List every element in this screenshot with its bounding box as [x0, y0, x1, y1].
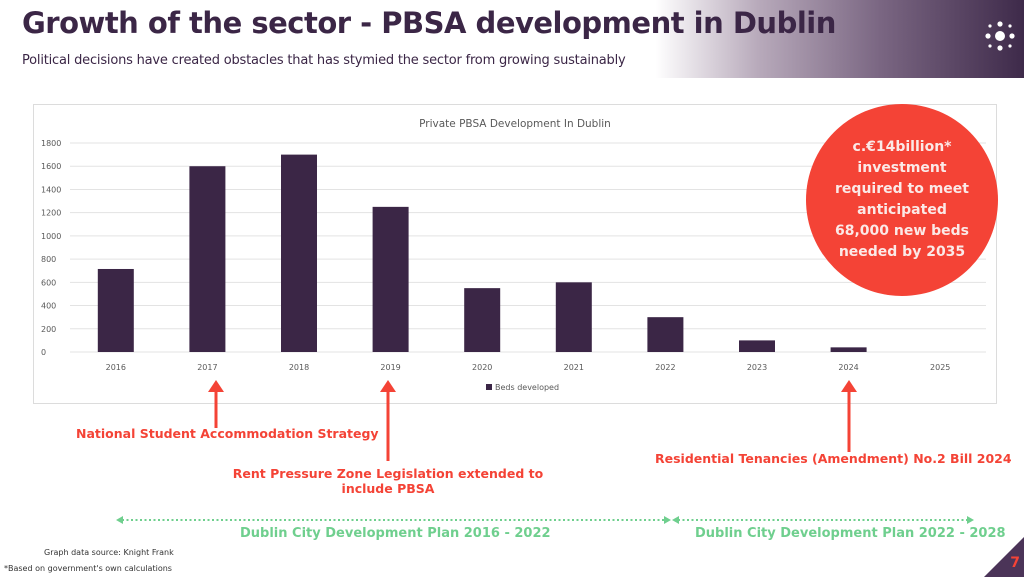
y-tick-label: 1200 [41, 209, 61, 218]
x-tick-label: 2025 [930, 363, 950, 372]
x-tick-label: 2024 [838, 363, 858, 372]
bar-2019 [372, 206, 409, 352]
x-tick-label: 2018 [289, 363, 309, 372]
y-tick-label: 600 [41, 278, 56, 287]
bar-2021 [555, 282, 592, 352]
investment-callout: c.€14billion* investment required to mee… [806, 104, 998, 296]
y-tick-label: 1600 [41, 162, 61, 171]
annotation-residential-tenancies: Residential Tenancies (Amendment) No.2 B… [655, 451, 1012, 466]
bar-2016 [97, 268, 134, 352]
page-number: 7 [1010, 555, 1020, 571]
page-title: Growth of the sector - PBSA development … [22, 6, 836, 40]
page-corner [984, 537, 1024, 577]
y-tick-label: 400 [41, 302, 56, 311]
arrow-up-icon [380, 380, 396, 461]
y-tick-label: 1000 [41, 232, 61, 241]
legend-swatch [486, 384, 492, 390]
x-tick-label: 2016 [106, 363, 126, 372]
chart-title: Private PBSA Development In Dublin [419, 118, 611, 130]
header-banner [0, 0, 1024, 78]
y-tick-label: 1400 [41, 185, 61, 194]
x-tick-label: 2021 [564, 363, 584, 372]
bar-2023 [739, 340, 775, 352]
annotation-rent-pressure-zone: Rent Pressure Zone Legislation extended … [232, 466, 544, 496]
y-tick-label: 200 [41, 325, 56, 334]
callout-text: c.€14billion* investment required to mee… [834, 139, 970, 260]
annotation-national-student-strategy: National Student Accommodation Strategy [76, 426, 379, 441]
bar-chart: Private PBSA Development In Dublin 0 200 4… [41, 118, 986, 392]
dot-cluster-icon [985, 21, 1015, 51]
x-tick-label: 2017 [197, 363, 217, 372]
bar-2022 [647, 317, 684, 352]
page-subtitle: Political decisions have created obstacl… [22, 53, 626, 68]
bar-2018 [281, 154, 317, 352]
x-tick-label: 2020 [472, 363, 492, 372]
x-tick-label: 2022 [655, 363, 675, 372]
x-tick-label: 2023 [747, 363, 767, 372]
arrow-up-icon [841, 380, 857, 452]
calculation-footnote: *Based on government's own calculations [4, 564, 172, 573]
chart-legend: Beds developed [486, 383, 559, 392]
y-tick-label: 1800 [41, 139, 61, 148]
bar-2017 [189, 166, 226, 352]
legend-label: Beds developed [495, 383, 559, 392]
plan-range-arrow-2016-2022 [116, 516, 671, 524]
bar-2020 [464, 288, 501, 352]
y-tick-label: 800 [41, 255, 56, 264]
arrow-up-icon [208, 380, 224, 428]
data-source-note: Graph data source: Knight Frank [44, 548, 174, 557]
plan-label-2016-2022: Dublin City Development Plan 2016 - 2022 [240, 526, 551, 541]
y-tick-label: 0 [41, 348, 46, 357]
plan-label-2022-2028: Dublin City Development Plan 2022 - 2028 [695, 526, 1006, 541]
x-tick-label: 2019 [380, 363, 400, 372]
bar-2024 [830, 347, 867, 352]
plan-range-arrow-2022-2028 [672, 516, 974, 524]
